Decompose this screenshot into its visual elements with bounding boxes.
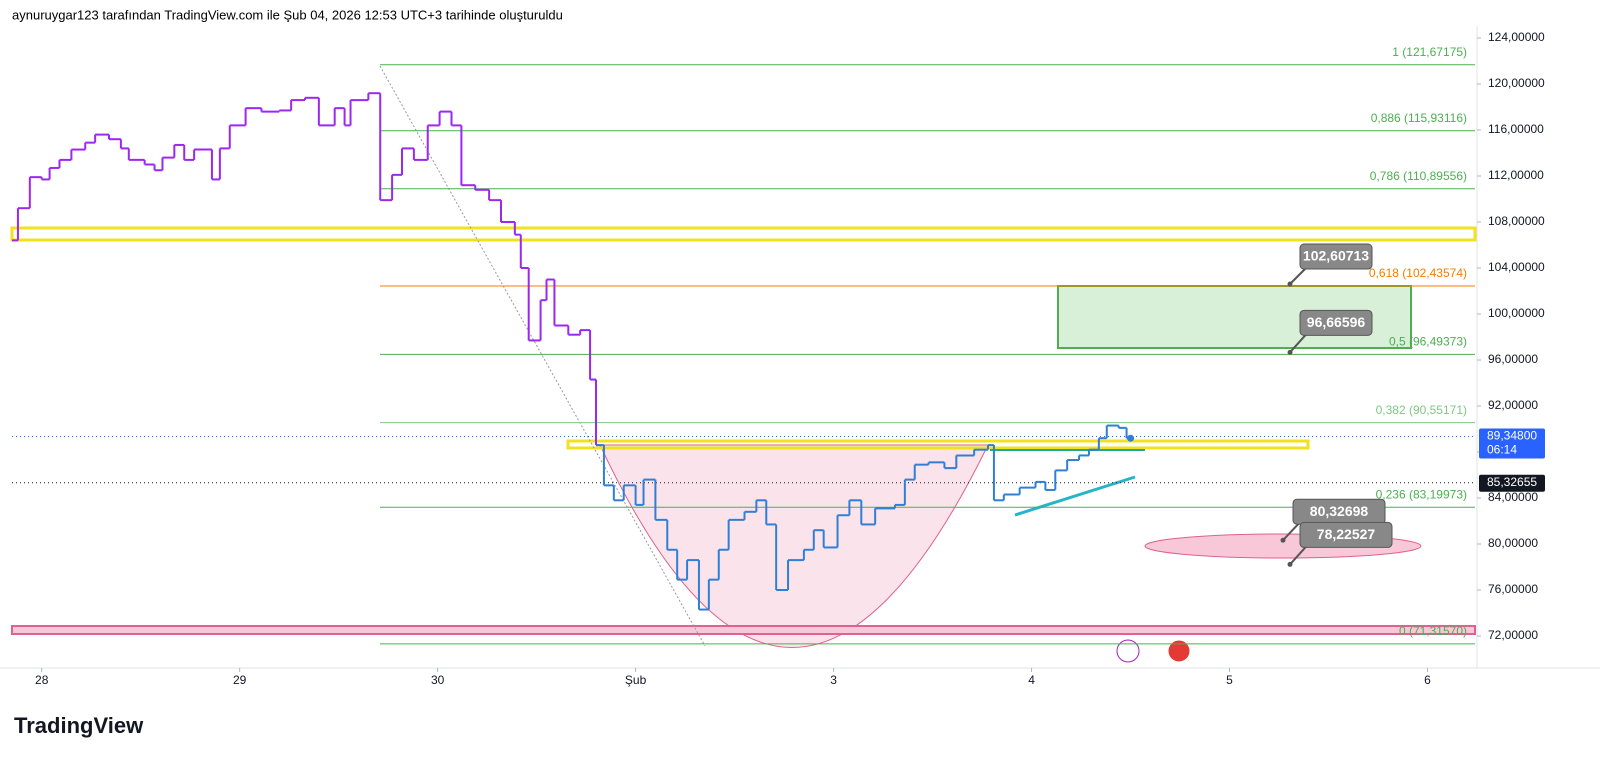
y-tick-label: 108,00000 bbox=[1488, 214, 1545, 228]
callout-box bbox=[1299, 309, 1373, 336]
trend-line bbox=[379, 65, 706, 647]
fib-label: 1 (121,67175) bbox=[1392, 45, 1467, 59]
y-tick-label: 112,00000 bbox=[1488, 168, 1544, 182]
support-zone bbox=[11, 625, 1476, 635]
fib-label: 0,382 (90,55171) bbox=[1376, 403, 1467, 417]
fib-label: 0,886 (115,93116) bbox=[1371, 111, 1467, 125]
callout-label: 78,22527 bbox=[1317, 526, 1376, 542]
x-tick-label: 30 bbox=[431, 673, 445, 687]
cup-shape bbox=[599, 444, 989, 648]
x-tick-label: Şub bbox=[625, 673, 647, 687]
callout-box bbox=[1299, 243, 1373, 270]
callout-label: 96,66596 bbox=[1307, 314, 1366, 330]
y-tick-label: 76,00000 bbox=[1488, 582, 1538, 596]
y-tick-label: 72,00000 bbox=[1488, 628, 1538, 642]
last-price-dot bbox=[1127, 434, 1135, 442]
x-tick-label: 29 bbox=[233, 673, 247, 687]
x-tick-label: 4 bbox=[1028, 673, 1035, 687]
callout-box bbox=[1299, 521, 1393, 548]
header: aynuruygar123 tarafından TradingView.com… bbox=[12, 7, 563, 22]
price-label-box bbox=[1479, 474, 1545, 492]
x-tick-label: 3 bbox=[830, 673, 837, 687]
y-tick-label: 116,00000 bbox=[1488, 122, 1544, 136]
callout-label: 80,32698 bbox=[1310, 503, 1369, 519]
logo: TradingView bbox=[14, 713, 144, 738]
y-tick-label: 104,00000 bbox=[1488, 260, 1545, 274]
callout-label: 102,60713 bbox=[1303, 248, 1369, 264]
y-tick-label: 80,00000 bbox=[1488, 536, 1538, 550]
fib-label: 0,236 (83,19973) bbox=[1376, 487, 1467, 501]
y-tick-label: 92,00000 bbox=[1488, 398, 1538, 412]
neckline-zone bbox=[566, 439, 1310, 450]
callout-dot bbox=[1287, 349, 1293, 355]
trend-line bbox=[1014, 475, 1136, 517]
y-tick-label: 84,00000 bbox=[1488, 490, 1538, 504]
x-tick-label: 6 bbox=[1424, 673, 1431, 687]
fib-label: 0,618 (102,43574) bbox=[1369, 266, 1467, 280]
fib-label: 0 (71,31570) bbox=[1399, 624, 1467, 638]
countdown: 06:14 bbox=[1487, 443, 1517, 457]
fib-label: 0,786 (110,89556) bbox=[1370, 169, 1467, 183]
price-label-box bbox=[1479, 428, 1545, 459]
callout-dot bbox=[1280, 537, 1286, 543]
resistance-zone bbox=[10, 226, 1477, 242]
event-icon[interactable] bbox=[1167, 639, 1191, 663]
drawings bbox=[10, 65, 1477, 663]
x-tick-label: 28 bbox=[35, 673, 49, 687]
callout-dot bbox=[1287, 281, 1293, 287]
event-icon[interactable] bbox=[1116, 639, 1140, 663]
y-tick-label: 124,00000 bbox=[1488, 30, 1545, 44]
callout-dot bbox=[1287, 561, 1293, 567]
y-tick-label: 120,00000 bbox=[1488, 76, 1545, 90]
x-tick-label: 5 bbox=[1226, 673, 1233, 687]
price-label: 85,32655 bbox=[1487, 475, 1537, 489]
y-tick-label: 96,00000 bbox=[1488, 352, 1538, 366]
y-tick-label: 100,00000 bbox=[1488, 306, 1545, 320]
fib-label: 0,5 (96,49373) bbox=[1389, 334, 1467, 348]
price-label: 89,34800 bbox=[1487, 429, 1537, 443]
